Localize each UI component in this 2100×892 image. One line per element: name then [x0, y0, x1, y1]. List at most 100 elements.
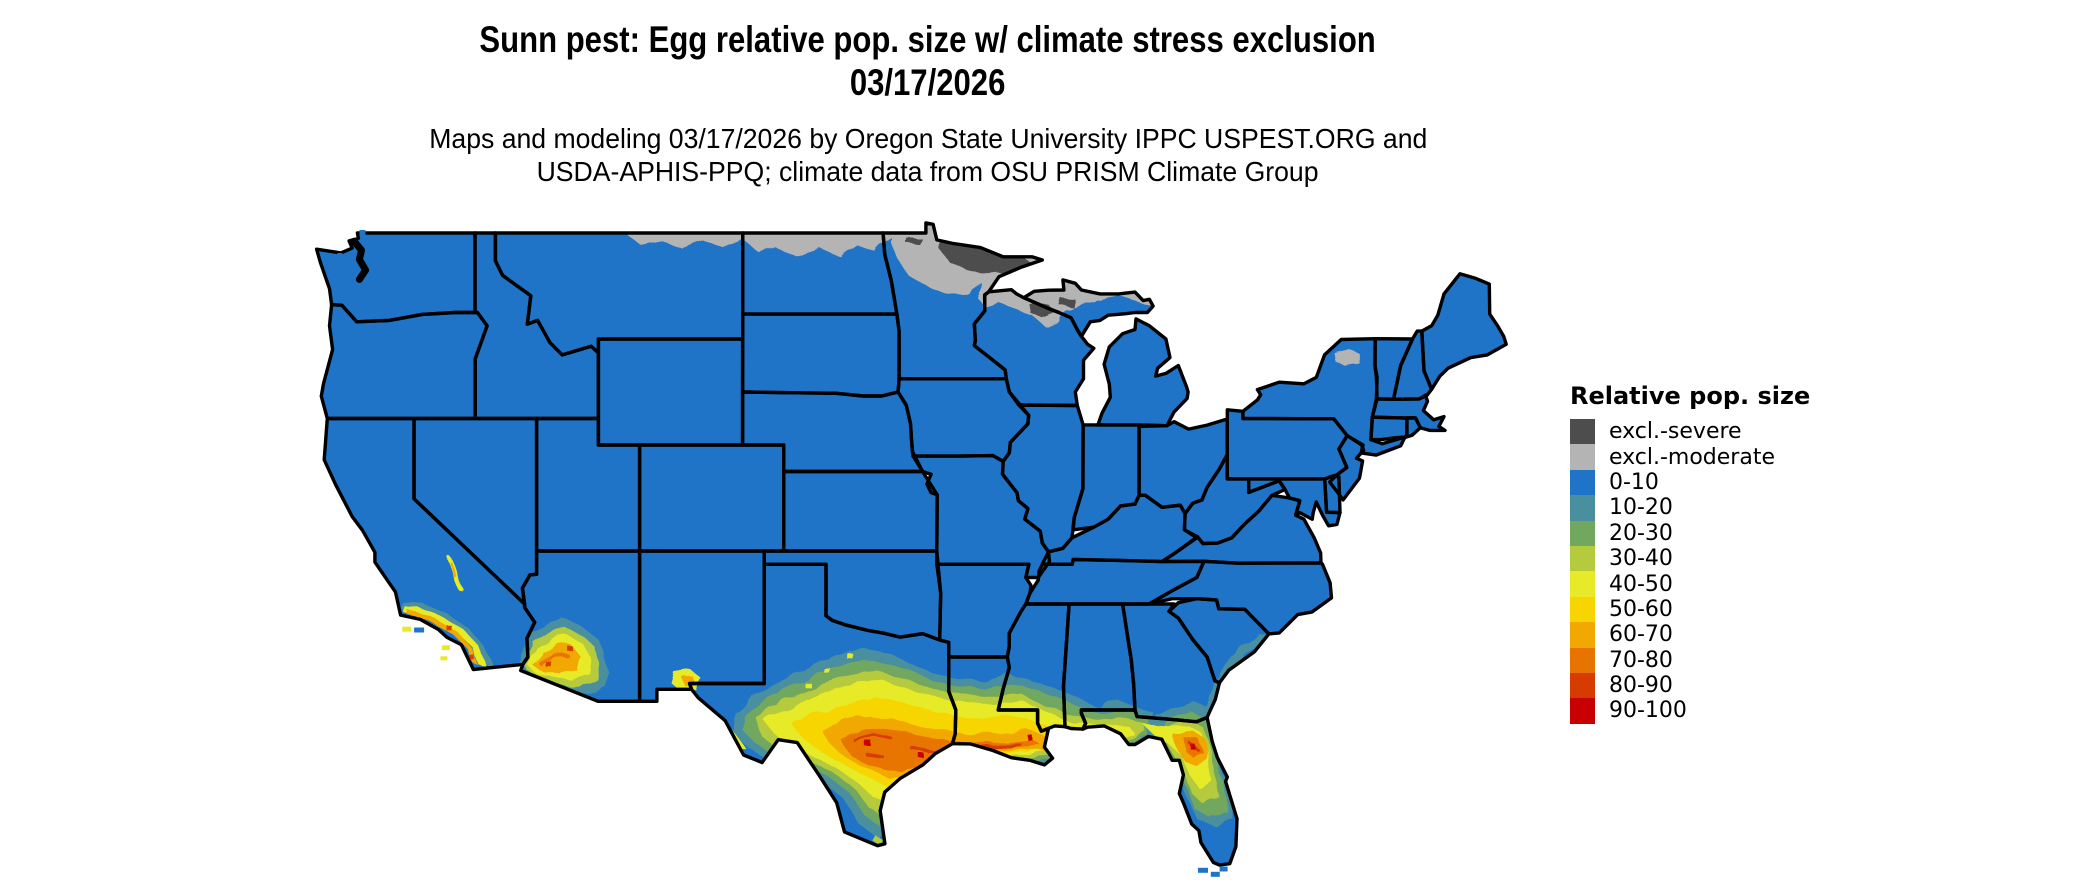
legend-entry: 40-50	[1570, 571, 1810, 597]
legend-swatch	[1570, 444, 1595, 470]
state-borders	[314, 221, 1508, 867]
state-shape	[316, 233, 475, 322]
subtitle-line-2: USDA-APHIS-PPQ; climate data from OSU PR…	[537, 156, 1319, 187]
state-shape	[1242, 338, 1405, 456]
page-title: Sunn pest: Egg relative pop. size w/ cli…	[0, 18, 1856, 104]
state-shape	[1227, 409, 1348, 479]
legend-entry: 90-100	[1570, 698, 1810, 724]
state-shape	[1248, 478, 1340, 526]
climate-dot-r90	[918, 752, 924, 758]
state-shape	[1169, 598, 1269, 683]
legend-swatch	[1570, 698, 1595, 724]
climate-dot-r90	[1027, 735, 1033, 741]
legend-entry: excl.-severe	[1570, 419, 1810, 445]
state-shape	[1375, 338, 1413, 400]
legend-entry: 20-30	[1570, 520, 1810, 546]
offshore-cell-r0	[414, 627, 425, 633]
state-border	[1328, 434, 1366, 502]
state-shape	[913, 455, 1050, 578]
state-shape	[1042, 495, 1197, 565]
legend-swatch	[1570, 571, 1595, 597]
title-line-2: 03/17/2026	[850, 62, 1006, 103]
state-shape	[1421, 273, 1507, 390]
climate-patch-excl_severe	[1058, 297, 1076, 308]
state-border	[519, 549, 642, 703]
state-shape	[639, 445, 784, 551]
climate-patch-excl_moderate	[1333, 349, 1360, 365]
title-line-1: Sunn pest: Egg relative pop. size w/ cli…	[479, 19, 1377, 60]
legend-label: excl.-severe	[1609, 419, 1742, 445]
state-shape	[783, 471, 938, 551]
state-shape	[1372, 395, 1445, 431]
legend-swatch	[1570, 545, 1595, 572]
offshore-cell-r0	[1219, 866, 1228, 872]
legend-entries: excl.-severe excl.-moderate 0-10 10-20 20-30…	[1570, 419, 1810, 724]
legend-entry: 30-40	[1570, 545, 1810, 572]
state-shape	[414, 418, 537, 604]
legend-entry: 70-80	[1570, 647, 1810, 673]
legend-label: 20-30	[1609, 520, 1673, 546]
legend-entry: 60-70	[1570, 622, 1810, 648]
state-border	[1079, 708, 1239, 867]
state-border	[1022, 278, 1155, 338]
climate-dot-r80	[568, 646, 574, 652]
legend-swatch	[1570, 419, 1595, 445]
legend-label: 80-90	[1609, 673, 1673, 699]
legend-swatch	[1570, 520, 1595, 546]
state-shape	[1002, 405, 1084, 552]
state-shape	[1063, 604, 1135, 730]
climate-patch-excl_severe	[905, 237, 921, 244]
puget-sound-detail	[350, 238, 370, 283]
legend-swatch	[1570, 672, 1595, 699]
legend-swatch	[1570, 495, 1595, 521]
legend-label: excl.-moderate	[1609, 444, 1775, 470]
climate-patch-r30	[870, 833, 883, 844]
page-subtitle: Maps and modeling 03/17/2026 by Oregon S…	[0, 122, 1856, 188]
offshore-cell-r0	[359, 230, 366, 236]
legend-entry: excl.-moderate	[1570, 444, 1810, 470]
state-shape	[974, 289, 1094, 406]
climate-dot-r90	[866, 741, 873, 748]
state-shape	[1025, 559, 1204, 604]
legend-label: 30-40	[1609, 546, 1673, 572]
legend-entry: 0-10	[1570, 469, 1810, 496]
state-shape	[936, 564, 1031, 657]
legend-label: 50-60	[1609, 596, 1673, 622]
state-shape	[1097, 318, 1189, 426]
legend-label: 0-10	[1609, 469, 1659, 495]
state-shape	[742, 314, 900, 396]
state-shape	[1122, 604, 1220, 722]
state-shape	[1184, 454, 1285, 544]
climate-patch-r60	[532, 643, 580, 675]
legend-label: 70-80	[1609, 647, 1673, 673]
state-shape	[321, 304, 488, 419]
legend-label: 10-20	[1609, 495, 1673, 521]
climate-dot-r40	[804, 682, 811, 688]
legend-swatch	[1570, 647, 1595, 673]
state-shape	[1073, 424, 1140, 530]
climate-streak-r70	[537, 652, 571, 665]
legend-label: 60-70	[1609, 622, 1673, 648]
legend-swatch	[1570, 469, 1595, 496]
legend-entry: 10-20	[1570, 495, 1810, 521]
climate-dot-r90	[1190, 744, 1196, 750]
climate-streak-r80	[853, 733, 894, 743]
legend-swatch	[1570, 596, 1595, 623]
offshore-cell-r0	[1198, 867, 1208, 873]
climate-dot-r40	[825, 669, 832, 675]
state-shape	[1370, 417, 1407, 440]
climate-patch-r60	[404, 608, 479, 667]
offshore-cell-r40	[402, 626, 412, 632]
state-border	[687, 562, 958, 848]
state-border	[1096, 317, 1190, 428]
state-shape	[598, 339, 743, 445]
state-shape	[764, 551, 941, 640]
state-shape	[742, 392, 923, 472]
state-shape	[742, 233, 897, 315]
climate-dot-r40	[846, 653, 853, 659]
climate-dot-r80	[446, 625, 452, 631]
legend-entry: 50-60	[1570, 596, 1810, 623]
state-shape	[898, 378, 1029, 462]
